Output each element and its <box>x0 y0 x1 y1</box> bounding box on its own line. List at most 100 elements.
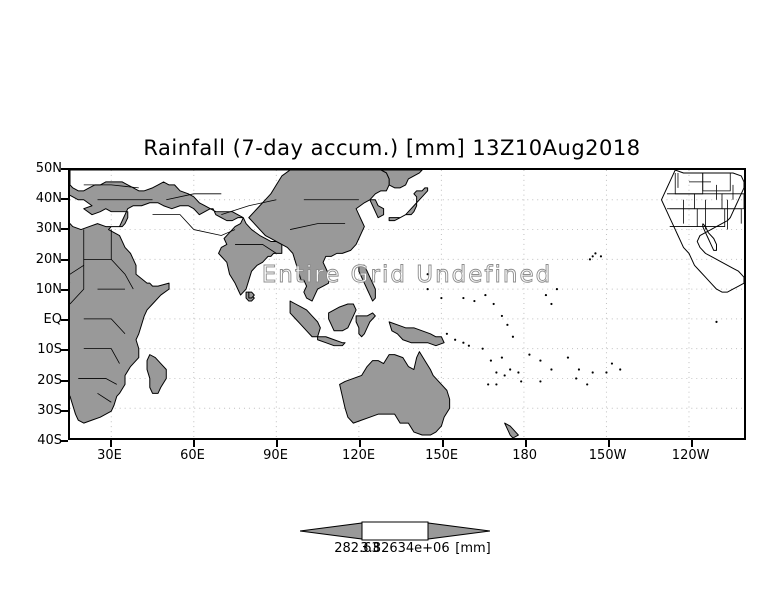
island-marker <box>539 380 542 383</box>
island-marker <box>566 356 570 359</box>
colorbar-max-label: 3.82634e+06 <box>360 541 450 556</box>
colorbar-left-arrow <box>300 522 363 540</box>
colorbar-labels: 282.63 3.82634e+06 [mm] <box>0 541 784 559</box>
political-border <box>694 193 723 210</box>
x-tick-mark <box>607 440 610 447</box>
coastline-indonesia-borneo <box>328 303 357 332</box>
island-marker <box>591 371 594 374</box>
colorbar-min-label: 282.63 <box>334 541 380 556</box>
island-marker <box>588 258 592 261</box>
island-marker <box>517 371 520 374</box>
x-tick-mark <box>358 440 361 447</box>
island-marker <box>473 299 476 303</box>
x-tick-label: 30E <box>97 448 122 463</box>
island-marker <box>484 293 487 297</box>
page-title: Rainfall (7-day accum.) [mm] 13Z10Aug201… <box>143 136 641 160</box>
island-marker <box>500 314 504 317</box>
y-tick-label: 30S <box>37 402 62 418</box>
island-marker <box>550 302 553 306</box>
political-border <box>83 184 139 189</box>
x-tick-mark <box>109 440 112 447</box>
island-marker <box>500 356 504 359</box>
island-marker <box>511 335 515 338</box>
y-tick-label: 50N <box>35 161 62 176</box>
island-marker <box>440 296 443 300</box>
y-tick-mark <box>61 440 68 442</box>
island-marker <box>489 359 492 362</box>
colorbar-right-arrow <box>427 522 490 540</box>
x-tick-label: 120E <box>342 448 376 463</box>
x-tick-label: 120W <box>671 448 710 463</box>
coastline-new-guinea <box>388 321 445 347</box>
y-tick-mark <box>61 319 68 322</box>
island-marker <box>599 255 603 258</box>
island-marker <box>487 383 490 386</box>
political-border <box>83 229 112 260</box>
coastline-indonesia-sulawesi <box>355 312 376 338</box>
political-border <box>221 199 277 216</box>
island-marker <box>528 353 531 356</box>
coastline-madagascar <box>146 354 167 394</box>
island-marker <box>715 320 718 323</box>
x-tick-label: 180 <box>512 448 538 463</box>
island-marker <box>544 293 548 297</box>
y-tick-label: 40S <box>37 433 62 448</box>
colorbar <box>300 521 490 541</box>
island-marker <box>594 252 597 255</box>
y-tick-label: EQ <box>43 312 62 328</box>
colorbar-units-label: [mm] <box>455 541 491 556</box>
coastline-north-america <box>660 170 744 293</box>
political-border <box>78 378 117 385</box>
x-tick-label: 60E <box>180 448 205 463</box>
x-tick-mark <box>441 440 444 447</box>
political-border <box>166 193 222 201</box>
coastline-indonesia-java <box>317 336 346 347</box>
political-border <box>193 229 236 236</box>
y-tick-label: 40N <box>35 191 62 207</box>
map-landmasses <box>70 170 744 438</box>
coastline-australia <box>339 351 451 436</box>
x-axis-labels: 30E 60E 90E 120E 150E 180 150W 120W <box>0 448 784 468</box>
island-marker <box>577 368 581 371</box>
political-border <box>70 259 85 305</box>
political-border <box>70 264 84 275</box>
political-border <box>83 348 120 364</box>
island-marker <box>509 368 512 371</box>
island-marker <box>586 383 589 386</box>
island-marker <box>520 380 523 383</box>
y-tick-label: 20N <box>35 251 62 267</box>
island-marker <box>467 344 470 347</box>
island-marker <box>555 288 559 291</box>
political-border <box>152 214 195 230</box>
y-tick-mark <box>61 198 68 201</box>
island-marker <box>619 368 622 371</box>
x-tick-label: 90E <box>263 448 288 463</box>
coastline-japan <box>388 187 429 222</box>
x-tick-mark <box>275 440 278 447</box>
map-gridlines <box>70 170 744 438</box>
x-tick-mark <box>192 440 195 447</box>
island-marker <box>445 332 448 335</box>
political-border <box>235 244 277 254</box>
island-marker <box>610 362 614 365</box>
political-border <box>724 208 742 224</box>
y-tick-label: 10N <box>35 281 62 297</box>
y-tick-label: 30N <box>35 221 62 237</box>
coastline-east-asia-coast <box>248 170 390 302</box>
island-marker <box>462 296 465 300</box>
x-tick-mark <box>524 440 527 447</box>
island-marker <box>503 374 506 377</box>
colorbar-center-box <box>361 521 429 541</box>
coastline-baja-california <box>702 223 717 251</box>
x-tick-label: 150W <box>588 448 627 463</box>
island-marker <box>539 359 542 362</box>
coastline-philippines <box>358 264 376 302</box>
world-map-svg <box>70 170 744 438</box>
coastline-new-zealand-north <box>504 422 519 438</box>
y-tick-mark <box>61 409 68 412</box>
y-tick-mark <box>61 258 68 261</box>
island-marker <box>426 288 429 291</box>
island-marker <box>591 255 594 258</box>
political-border <box>674 172 704 195</box>
island-marker <box>462 341 465 344</box>
